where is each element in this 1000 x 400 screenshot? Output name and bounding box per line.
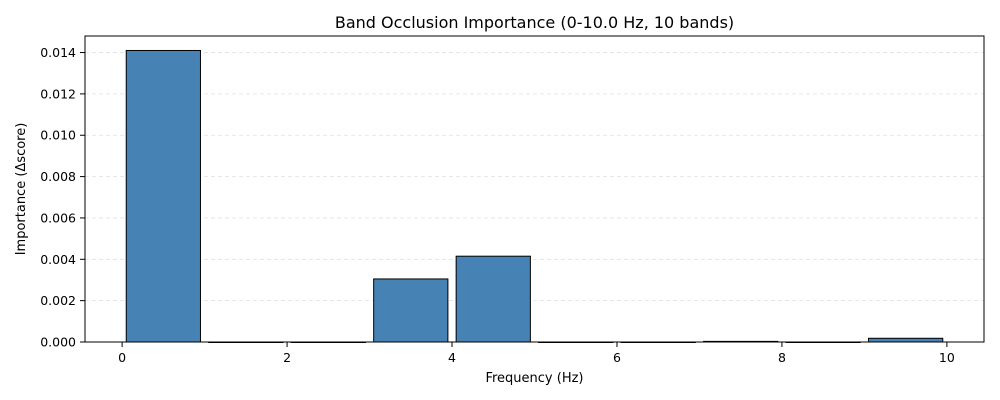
y-tick-label: 0.000 [40, 335, 76, 350]
y-axis-label: Importance (Δscore) [14, 123, 29, 256]
bar-band-0 [125, 49, 201, 343]
x-tick-label: 10 [939, 350, 955, 365]
x-tick-label: 6 [613, 350, 621, 365]
bar-band-3 [373, 278, 449, 343]
x-tick-label: 8 [778, 350, 786, 365]
x-axis-label: Frequency (Hz) [485, 371, 583, 386]
y-tick-label: 0.008 [40, 169, 76, 184]
x-tick-label: 4 [448, 350, 456, 365]
bar-band-9 [868, 337, 944, 343]
x-tick-label: 2 [283, 350, 291, 365]
y-tick-label: 0.012 [40, 86, 76, 101]
y-tick-label: 0.014 [40, 45, 76, 60]
grid-layer [85, 52, 984, 343]
y-tick-label: 0.004 [40, 252, 76, 267]
x-tick-label: 0 [118, 350, 126, 365]
y-tick-label: 0.010 [40, 128, 76, 143]
bar-band-4 [455, 255, 531, 343]
y-tick-label: 0.002 [40, 293, 76, 308]
chart-title: Band Occlusion Importance (0-10.0 Hz, 10… [335, 13, 734, 32]
axes-layer: 0 2 4 6 8 10 0.000 0.002 0.004 0.006 0.008 0.010 0.0… [40, 35, 985, 365]
y-tick-label: 0.006 [40, 210, 76, 225]
plot-frame [84, 35, 985, 343]
